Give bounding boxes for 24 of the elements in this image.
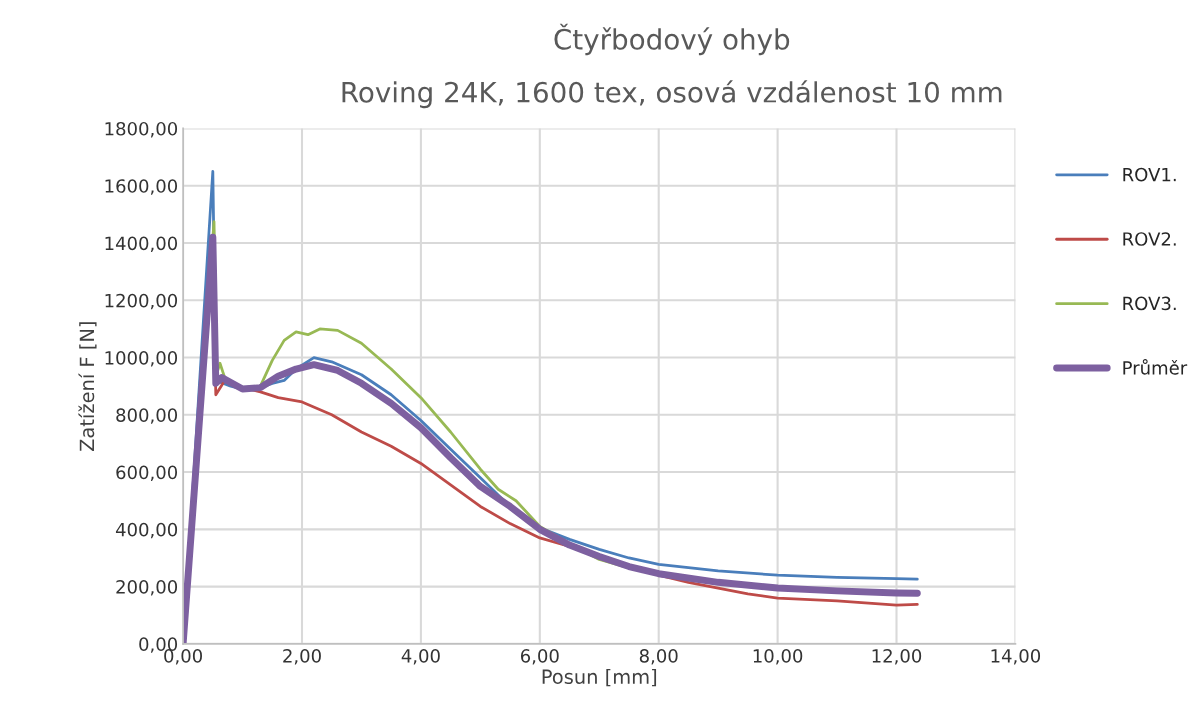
x-tick-label: 8,00 xyxy=(639,649,678,665)
y-axis-title: Zatížení F [N] xyxy=(78,322,97,452)
legend-label: ROV2. xyxy=(1123,232,1176,246)
x-tick-label: 10,00 xyxy=(753,649,803,665)
legend-label: Průměr xyxy=(1123,359,1188,375)
x-tick-label: 12,00 xyxy=(872,649,922,665)
legend-label: ROV3. xyxy=(1123,296,1176,311)
chart-title: Čtyřbodový ohyb xyxy=(554,23,790,56)
y-tick-label: 600,00 xyxy=(116,465,178,482)
x-tick-label: 14,00 xyxy=(991,649,1041,665)
y-tick-label: 800,00 xyxy=(116,408,178,424)
y-tick-label: 1200,00 xyxy=(105,293,178,310)
x-tick-label: 6,00 xyxy=(520,649,559,665)
x-tick-label: 2,00 xyxy=(283,649,321,665)
x-tick-label: 4,00 xyxy=(401,649,440,665)
y-tick-label: 400,00 xyxy=(115,522,178,539)
chart-subtitle: Roving 24K, 1600 tex, osová vzdálenost 10 mm xyxy=(342,80,1002,109)
x-axis-title: Posun [mm] xyxy=(542,668,657,687)
y-tick-label: 1800,00 xyxy=(105,121,178,138)
y-tick-label: 1400,00 xyxy=(105,236,178,252)
y-tick-label: 1000,00 xyxy=(105,351,178,367)
y-tick-label: 200,00 xyxy=(116,580,178,596)
y-tick-label: 1600,00 xyxy=(105,179,178,195)
legend-label: ROV1. xyxy=(1123,167,1176,182)
